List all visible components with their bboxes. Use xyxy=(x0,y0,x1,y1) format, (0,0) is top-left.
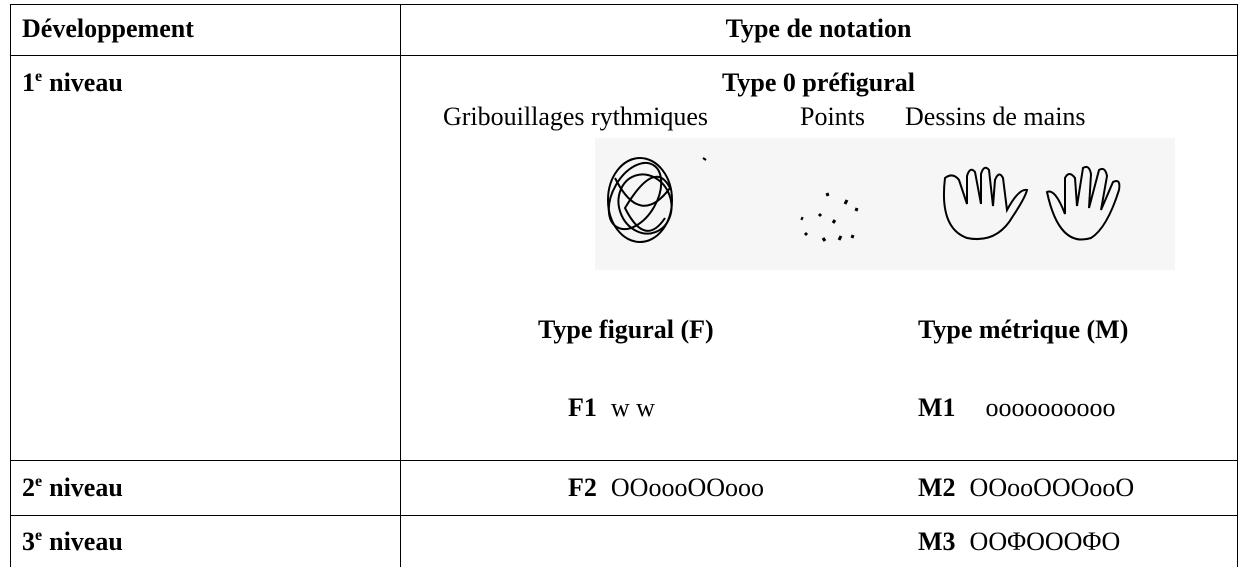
code: F2 xyxy=(568,473,597,502)
level: 1e niveau xyxy=(22,68,123,98)
metric-title: Type métrique (M) xyxy=(918,315,1129,344)
border xyxy=(400,4,401,567)
level-suffix: e xyxy=(35,473,43,490)
notation: OOooOOOooO xyxy=(969,473,1135,502)
level-label: niveau xyxy=(49,527,123,556)
level-label: niveau xyxy=(49,68,123,97)
code: M3 xyxy=(918,527,956,556)
level-number: 2 xyxy=(22,473,35,502)
level-number: 1 xyxy=(22,68,35,97)
code: M1 xyxy=(918,393,956,422)
points xyxy=(800,192,859,242)
code: F1 xyxy=(568,393,597,422)
border xyxy=(10,55,1238,56)
metric-notation: M3 OOΦOOOΦO xyxy=(918,527,1120,557)
figural-notation: F2 OOoooOOooo xyxy=(568,473,764,503)
type-title: Type 0 préfigural xyxy=(721,68,916,97)
border xyxy=(10,515,1238,516)
notation: oooooooooo xyxy=(985,393,1116,422)
level-number: 3 xyxy=(22,527,35,556)
header: Développement xyxy=(22,14,194,43)
metric-notation: M2 OOooOOOooO xyxy=(918,473,1134,503)
drawing-label: Gribouillages rythmiques xyxy=(443,102,709,131)
scribble xyxy=(607,157,707,243)
metric-notation: M1 oooooooooo xyxy=(918,393,1116,423)
figural-title: Type figural (F) xyxy=(538,315,714,344)
notation: w w xyxy=(610,393,655,422)
level: 2e niveau xyxy=(22,473,123,503)
drawing-label: Dessins de mains xyxy=(905,102,1086,131)
level-suffix: e xyxy=(35,527,43,544)
border xyxy=(10,4,11,567)
hands xyxy=(943,165,1121,241)
figural-notation: F1 w w xyxy=(568,393,655,423)
level-suffix: e xyxy=(35,68,43,85)
border xyxy=(1237,4,1238,567)
notation: OOΦOOOΦO xyxy=(969,527,1121,556)
code: M2 xyxy=(918,473,956,502)
level-label: niveau xyxy=(49,473,123,502)
header: Type de notation xyxy=(725,14,912,43)
drawings xyxy=(595,138,1175,270)
level: 3e niveau xyxy=(22,527,123,557)
border xyxy=(10,4,1238,5)
border xyxy=(10,460,1238,461)
drawing-label: Points xyxy=(800,102,866,131)
notation: OOoooOOooo xyxy=(610,473,764,502)
